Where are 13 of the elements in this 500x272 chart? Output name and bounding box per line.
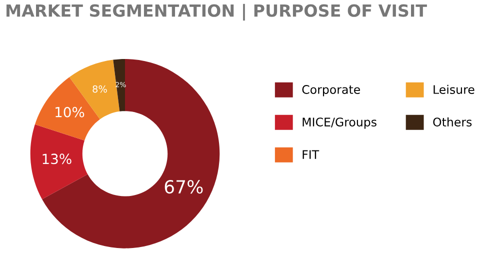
donut-slice: [30, 124, 88, 200]
data-label: 13%: [42, 154, 72, 164]
legend-label: MICE/Groups: [302, 118, 376, 129]
donut-slice: [113, 59, 125, 112]
data-label: 10%: [56, 106, 84, 118]
chart-title: MARKET SEGMENTATION | PURPOSE OF VISIT: [6, 4, 427, 21]
data-label: 8%: [92, 85, 107, 93]
legend-label: FIT: [302, 150, 320, 159]
legend-label: Leisure: [434, 84, 474, 94]
legend-label: Others: [433, 117, 472, 126]
data-label: 67%: [164, 180, 203, 194]
donut-slice: [42, 59, 220, 248]
legend-label: Corporate: [302, 85, 360, 96]
